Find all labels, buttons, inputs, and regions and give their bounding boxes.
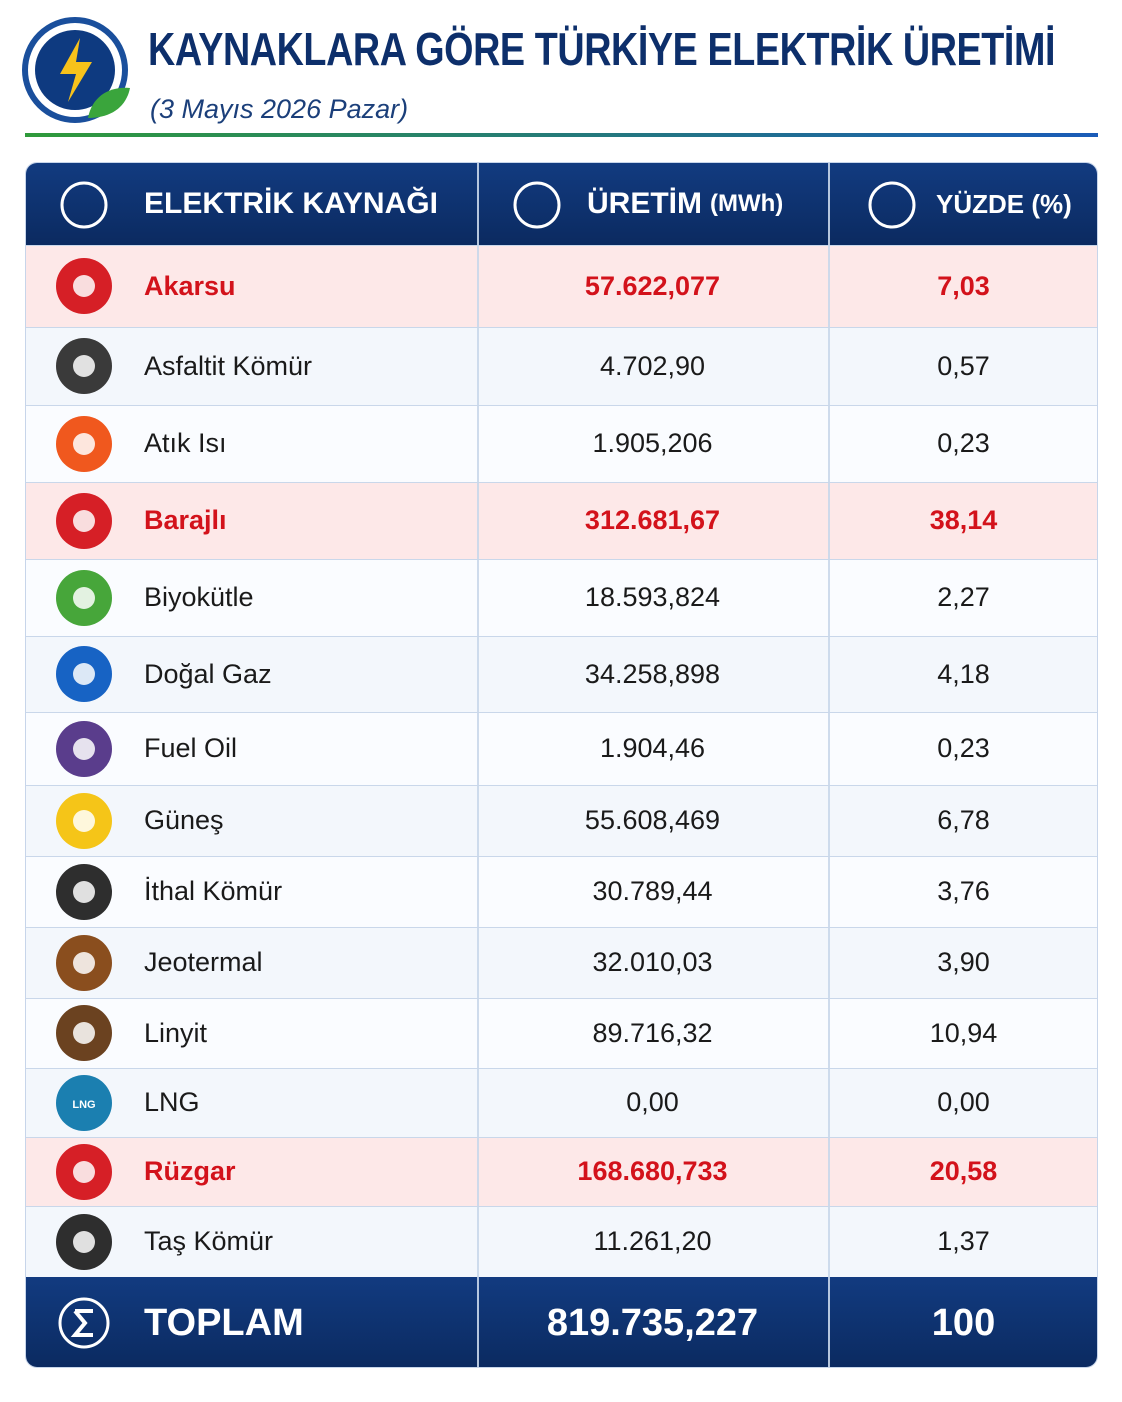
column-label: ELEKTRİK KAYNAĞI (144, 187, 438, 220)
icon (56, 338, 112, 394)
row-bg (26, 405, 1097, 482)
source-name: Akarsu (144, 270, 236, 301)
row-bg (26, 1137, 1097, 1206)
total-percent: 100 (931, 1301, 996, 1344)
icon (58, 1297, 110, 1349)
icon (56, 1213, 112, 1270)
production: 0,00 (626, 1087, 679, 1117)
row-bg (26, 245, 1097, 327)
row-bg (26, 785, 1097, 856)
icon (56, 258, 112, 314)
icon-label: LNG (72, 1099, 95, 1111)
row-bg (26, 927, 1097, 998)
production: 57.622,077 (584, 270, 721, 301)
column-label: ÜRETİM (587, 187, 702, 220)
icon (60, 181, 108, 229)
production: 11.261,20 (593, 1226, 712, 1256)
source-name: Asfaltit Kömür (144, 350, 313, 381)
header-bg (26, 163, 1097, 245)
production: 168.680,733 (577, 1156, 728, 1186)
column-header: YÜZDE (%) (936, 163, 1072, 245)
production: 89.716,32 (592, 1017, 713, 1048)
column-divider (828, 163, 830, 1367)
column-divider (477, 163, 479, 1367)
production: 1.905,206 (592, 428, 713, 458)
source-name: İthal Kömür (144, 876, 283, 906)
percent: 10,94 (929, 1017, 998, 1048)
icon (56, 1143, 112, 1200)
production: 18.593,824 (584, 582, 721, 612)
icon (56, 863, 112, 920)
row-bg (26, 327, 1097, 405)
percent: 20,58 (929, 1156, 998, 1186)
production: 312.681,67 (584, 505, 721, 535)
source-name: Fuel Oil (144, 733, 238, 763)
row-bg (26, 712, 1097, 785)
column-header: ÜRETİM (MWh) (587, 163, 783, 245)
icon (56, 569, 112, 626)
source-name: Jeotermal (144, 947, 263, 977)
row-bg (26, 1068, 1097, 1137)
column-unit: (MWh) (710, 190, 784, 217)
row-bg (26, 559, 1097, 636)
column-header: ELEKTRİK KAYNAĞI (144, 163, 438, 245)
source-name: Atık Isı (144, 428, 227, 458)
source-name: Taş Kömür (144, 1226, 274, 1256)
title: KAYNAKLARA GÖRE TÜRKİYE ELEKTRİK ÜRETİMİ (148, 23, 1056, 75)
percent: 1,37 (937, 1226, 990, 1256)
percent: 38,14 (929, 505, 998, 535)
percent: 0,00 (937, 1087, 990, 1117)
production: 32.010,03 (592, 947, 713, 977)
row-bg (26, 482, 1097, 559)
table: ELEKTRİK KAYNAĞI ÜRETİM (MWh) YÜZDE (%) Akar… (25, 162, 1098, 1368)
row-bg (26, 998, 1097, 1068)
icon (56, 792, 112, 849)
source-name: Doğal Gaz (144, 658, 272, 689)
source-name: Güneş (144, 805, 224, 835)
percent: 4,18 (937, 658, 990, 689)
row-bg (26, 856, 1097, 927)
icon (56, 1005, 112, 1061)
icon (56, 492, 112, 549)
percent: 0,23 (937, 733, 990, 763)
source-name: Rüzgar (144, 1156, 236, 1186)
percent: 6,78 (937, 805, 990, 835)
percent: 0,57 (937, 350, 990, 381)
icon (56, 720, 112, 777)
source-name: Biyokütle (144, 582, 254, 612)
subtitle: (3 Mayıs 2026 Pazar) (150, 94, 409, 124)
production: 1.904,46 (599, 733, 706, 763)
production: 30.789,44 (592, 876, 713, 906)
percent: 7,03 (937, 270, 990, 301)
total-production: 819.735,227 (546, 1301, 759, 1344)
icon (56, 415, 112, 472)
icon: LNG (56, 1074, 112, 1131)
icon (513, 181, 561, 229)
column-label: YÜZDE (%) (936, 188, 1072, 219)
percent: 0,23 (937, 428, 990, 458)
icon (868, 181, 916, 229)
row-bg (26, 1206, 1097, 1277)
source-name: Linyit (144, 1017, 208, 1048)
production: 34.258,898 (584, 658, 721, 689)
production: 55.608,469 (584, 805, 721, 835)
percent: 3,90 (937, 947, 990, 977)
source-name: Barajlı (144, 505, 227, 535)
total-label: TOPLAM (144, 1301, 304, 1344)
production: 4.702,90 (599, 350, 706, 381)
icon (56, 934, 112, 991)
percent: 2,27 (937, 582, 990, 612)
percent: 3,76 (937, 876, 990, 906)
row-bg (26, 636, 1097, 712)
icon (56, 646, 112, 702)
source-name: LNG (144, 1087, 200, 1117)
logo (22, 17, 1098, 137)
total-bg (26, 1277, 1097, 1367)
